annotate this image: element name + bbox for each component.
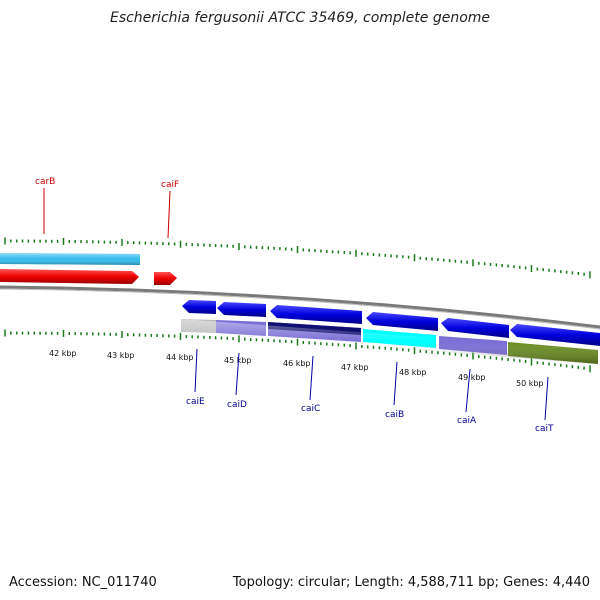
tick-label-48: 48 kbp [399, 368, 427, 377]
gene-labels: carB caiF caiE caiD caiC caiB caiA caiT [35, 177, 554, 434]
caiD-leader [235, 352, 240, 396]
caiB-label[interactable]: caiB [385, 410, 404, 420]
caiD-gene[interactable] [217, 302, 266, 317]
caiC-gene[interactable] [270, 305, 362, 324]
reverse-cog-band [181, 319, 598, 364]
caiA-leader [465, 368, 471, 413]
caiA-label[interactable]: caiA [457, 416, 477, 426]
genome-summary-text: Topology: circular; Length: 4,588,711 bp… [232, 575, 590, 590]
caiC-label[interactable]: caiC [301, 404, 320, 414]
tick-label-50: 50 kbp [516, 379, 544, 388]
caiD-label[interactable]: caiD [227, 400, 247, 410]
tick-label-42: 42 kbp [49, 349, 77, 358]
caiA-gene[interactable] [441, 318, 509, 338]
caiB-gene[interactable] [366, 312, 438, 331]
map-title: Escherichia fergusonii ATCC 35469, compl… [109, 10, 491, 26]
tick-label-49: 49 kbp [458, 373, 486, 382]
caiE-leader [194, 348, 198, 393]
caiT-leader [544, 376, 549, 421]
tick-label-45: 45 kbp [224, 356, 252, 365]
kbp-labels: 42 kbp 43 kbp 44 kbp 45 kbp 46 kbp 47 kb… [49, 349, 544, 388]
reverse-genes [182, 300, 600, 346]
tick-label-44: 44 kbp [166, 353, 194, 362]
caiT-gene[interactable] [510, 324, 600, 346]
upper-ticks [4, 237, 591, 279]
tick-label-43: 43 kbp [107, 351, 135, 360]
carB-gene[interactable] [0, 269, 139, 284]
accession-text: Accession: NC_011740 [9, 575, 157, 590]
backbone-outer [0, 285, 600, 329]
caiC-leader [309, 355, 314, 401]
tick-label-47: 47 kbp [341, 363, 369, 372]
caiE-gene[interactable] [182, 300, 216, 314]
caiF-label[interactable]: caiF [161, 180, 179, 190]
caiT-label[interactable]: caiT [535, 424, 554, 434]
carB-label[interactable]: carB [35, 177, 55, 187]
caiB-leader [393, 361, 398, 406]
forward-cog-band [0, 253, 140, 265]
backbone-inner [0, 288, 600, 330]
leader-lines [43, 188, 549, 421]
forward-genes [0, 269, 177, 285]
tick-label-46: 46 kbp [283, 359, 311, 368]
caiE-label[interactable]: caiE [186, 397, 205, 407]
caiF-gene[interactable] [154, 272, 177, 285]
caiF-leader [167, 190, 171, 239]
carB-cog-block-shade [0, 253, 140, 265]
reverse-cog-shade [181, 319, 598, 364]
